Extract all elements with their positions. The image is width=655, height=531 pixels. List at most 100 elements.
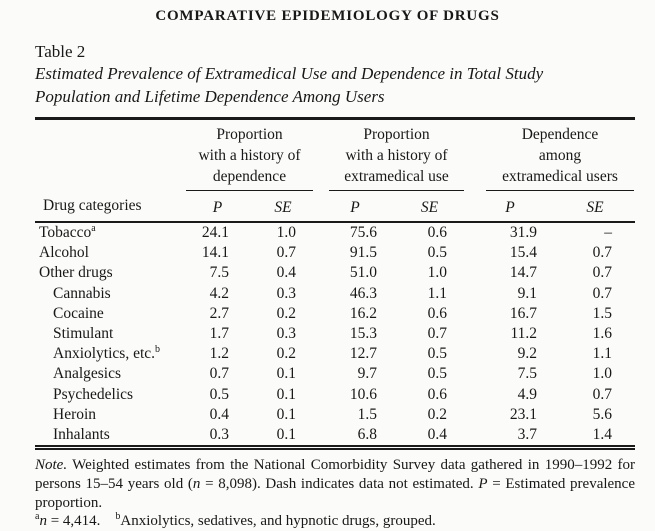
value-cell: 1.6 — [592, 325, 613, 343]
value-cell: 11.2 — [510, 325, 538, 343]
table-row: Heroin 0.4 0.1 1.5 0.2 23.1 5.6 — [35, 405, 635, 425]
value-cell: 1.5 — [357, 405, 377, 423]
drug-category-cell: Other drugs — [39, 264, 113, 282]
subheader-p3: P — [465, 192, 556, 223]
table-body: Tobaccoa 24.1 1.0 75.6 0.6 31.9 – Alcohol 14.1 0.… — [35, 222, 635, 448]
table-block: Table 2 Estimated Prevalence of Extramed… — [35, 41, 636, 531]
value-cell: 0.5 — [209, 385, 229, 403]
value-cell: 0.6 — [427, 385, 448, 403]
table-row: Alcohol 14.1 0.7 91.5 0.5 15.4 0.7 — [35, 243, 635, 263]
value-cell: 0.2 — [276, 304, 296, 322]
value-cell: 0.5 — [427, 345, 448, 363]
value-cell: 1.1 — [427, 284, 448, 302]
value-cell: 7.5 — [517, 365, 538, 383]
value-cell: 0.6 — [427, 304, 448, 322]
value-cell: 15.3 — [349, 325, 377, 343]
subheader-p1: P — [185, 192, 250, 223]
value-cell: 0.4 — [209, 405, 229, 423]
subheader-se2: SE — [394, 192, 466, 223]
value-cell: 9.7 — [357, 365, 377, 383]
row-header-drug-categories: Drug categories — [35, 118, 185, 223]
value-cell: 0.1 — [276, 405, 296, 423]
value-cell: 4.2 — [209, 284, 229, 302]
table-row: Cannabis 4.2 0.3 46.3 1.1 9.1 0.7 — [35, 284, 635, 304]
table-row: Stimulant 1.7 0.3 15.3 0.7 11.2 1.6 — [35, 324, 635, 344]
group3-line3: extramedical users — [502, 168, 618, 185]
table-row: Analgesics 0.7 0.1 9.7 0.5 7.5 1.0 — [35, 364, 635, 384]
prevalence-table: Drug categories Proportion with a histor… — [35, 117, 636, 451]
drug-category-cell: Psychedelics — [53, 385, 134, 403]
subheader-se1: SE — [250, 192, 316, 223]
drug-category-cell: Heroin — [53, 405, 97, 423]
value-cell: 1.1 — [592, 345, 613, 363]
value-cell: 16.7 — [509, 304, 538, 322]
table-row: Tobaccoa 24.1 1.0 75.6 0.6 31.9 – — [35, 222, 635, 243]
value-cell: 1.5 — [592, 304, 613, 322]
value-cell: 91.5 — [349, 244, 377, 262]
sub-header-row: P SE P SE P SE — [35, 192, 636, 223]
subheader-p2: P — [316, 192, 394, 223]
group1-line3: dependence — [212, 168, 287, 185]
col-group-dependence-among-users: Dependence among extramedical users — [465, 119, 635, 193]
group3-line1: Dependence — [521, 126, 599, 143]
value-cell: 6.8 — [357, 425, 377, 443]
value-cell: 0.1 — [276, 425, 296, 443]
group3-line2: among — [538, 147, 582, 164]
note-line: Note. Weighted estimates from the Nation… — [35, 457, 635, 474]
value-cell: 0.2 — [276, 345, 296, 363]
value-cell: 5.6 — [592, 405, 613, 423]
value-cell: 12.7 — [349, 345, 377, 363]
col-group-dependence: Proportion with a history of dependence — [185, 119, 316, 193]
value-cell: 0.6 — [427, 224, 448, 242]
value-cell: 16.2 — [349, 304, 377, 322]
value-cell: 0.7 — [209, 365, 229, 383]
value-cell: 7.5 — [209, 264, 229, 282]
group2-line2: with a history of — [345, 147, 448, 164]
value-cell: 1.7 — [209, 325, 229, 343]
value-cell: 1.0 — [592, 365, 613, 383]
group2-line3: extramedical use — [344, 168, 449, 185]
value-cell: 1.0 — [427, 264, 448, 282]
value-cell: 0.4 — [427, 425, 448, 443]
table-caption-line-2: Population and Lifetime Dependence Among… — [35, 87, 385, 106]
value-cell: 2.7 — [209, 304, 229, 322]
table-row: Psychedelics 0.5 0.1 10.6 0.6 4.9 0.7 — [35, 385, 635, 405]
value-cell: 51.0 — [349, 264, 377, 282]
value-cell: 31.9 — [509, 224, 538, 242]
drug-category-cell: Anxiolytics, etc.b — [53, 344, 161, 363]
value-cell: 0.7 — [592, 385, 613, 403]
footnote-marker: a — [91, 222, 96, 234]
note-line: proportion. — [35, 494, 103, 511]
table-row: Anxiolytics, etc.b 1.2 0.2 12.7 0.5 9.2 1.1 — [35, 344, 635, 364]
value-cell: 0.7 — [592, 264, 613, 282]
col-group-extramedical-use: Proportion with a history of extramedica… — [316, 119, 465, 193]
value-cell: 10.6 — [349, 385, 377, 403]
value-cell: 0.3 — [276, 325, 296, 343]
table-caption-line-1: Estimated Prevalence of Extramedical Use… — [35, 64, 544, 83]
value-cell: 75.6 — [349, 224, 377, 242]
table-row: Other drugs 7.5 0.4 51.0 1.0 14.7 0.7 — [35, 263, 635, 283]
running-head: COMPARATIVE EPIDEMIOLOGY OF DRUGS — [155, 8, 500, 24]
value-cell: 0.5 — [427, 244, 448, 262]
group-header-row: Drug categories Proportion with a histor… — [35, 118, 635, 223]
drug-category-cell: Cannabis — [53, 284, 111, 302]
value-cell: 0.4 — [276, 264, 296, 282]
drug-category-cell: Tobaccoa — [39, 222, 96, 242]
value-cell: 0.1 — [276, 365, 296, 383]
note-line: an = 4,414. bAnxiolytics, sedatives, and… — [35, 511, 436, 530]
value-cell: 0.7 — [592, 284, 613, 302]
group1-line2: with a history of — [198, 147, 301, 164]
value-cell: 0.1 — [276, 385, 296, 403]
value-cell: 46.3 — [349, 284, 377, 302]
drug-category-cell: Cocaine — [53, 304, 104, 322]
table-row: Inhalants 0.3 0.1 6.8 0.4 3.7 1.4 — [35, 425, 635, 448]
value-cell: 0.3 — [209, 425, 229, 443]
value-cell: 3.7 — [517, 425, 538, 443]
value-cell: 9.2 — [517, 345, 538, 363]
footnote-marker: b — [155, 344, 161, 356]
group2-line1: Proportion — [363, 126, 430, 143]
value-cell: 14.1 — [201, 244, 229, 262]
value-cell: 0.3 — [276, 284, 296, 302]
note-line: persons 15–54 years old (n = 8,098). Das… — [35, 475, 635, 492]
